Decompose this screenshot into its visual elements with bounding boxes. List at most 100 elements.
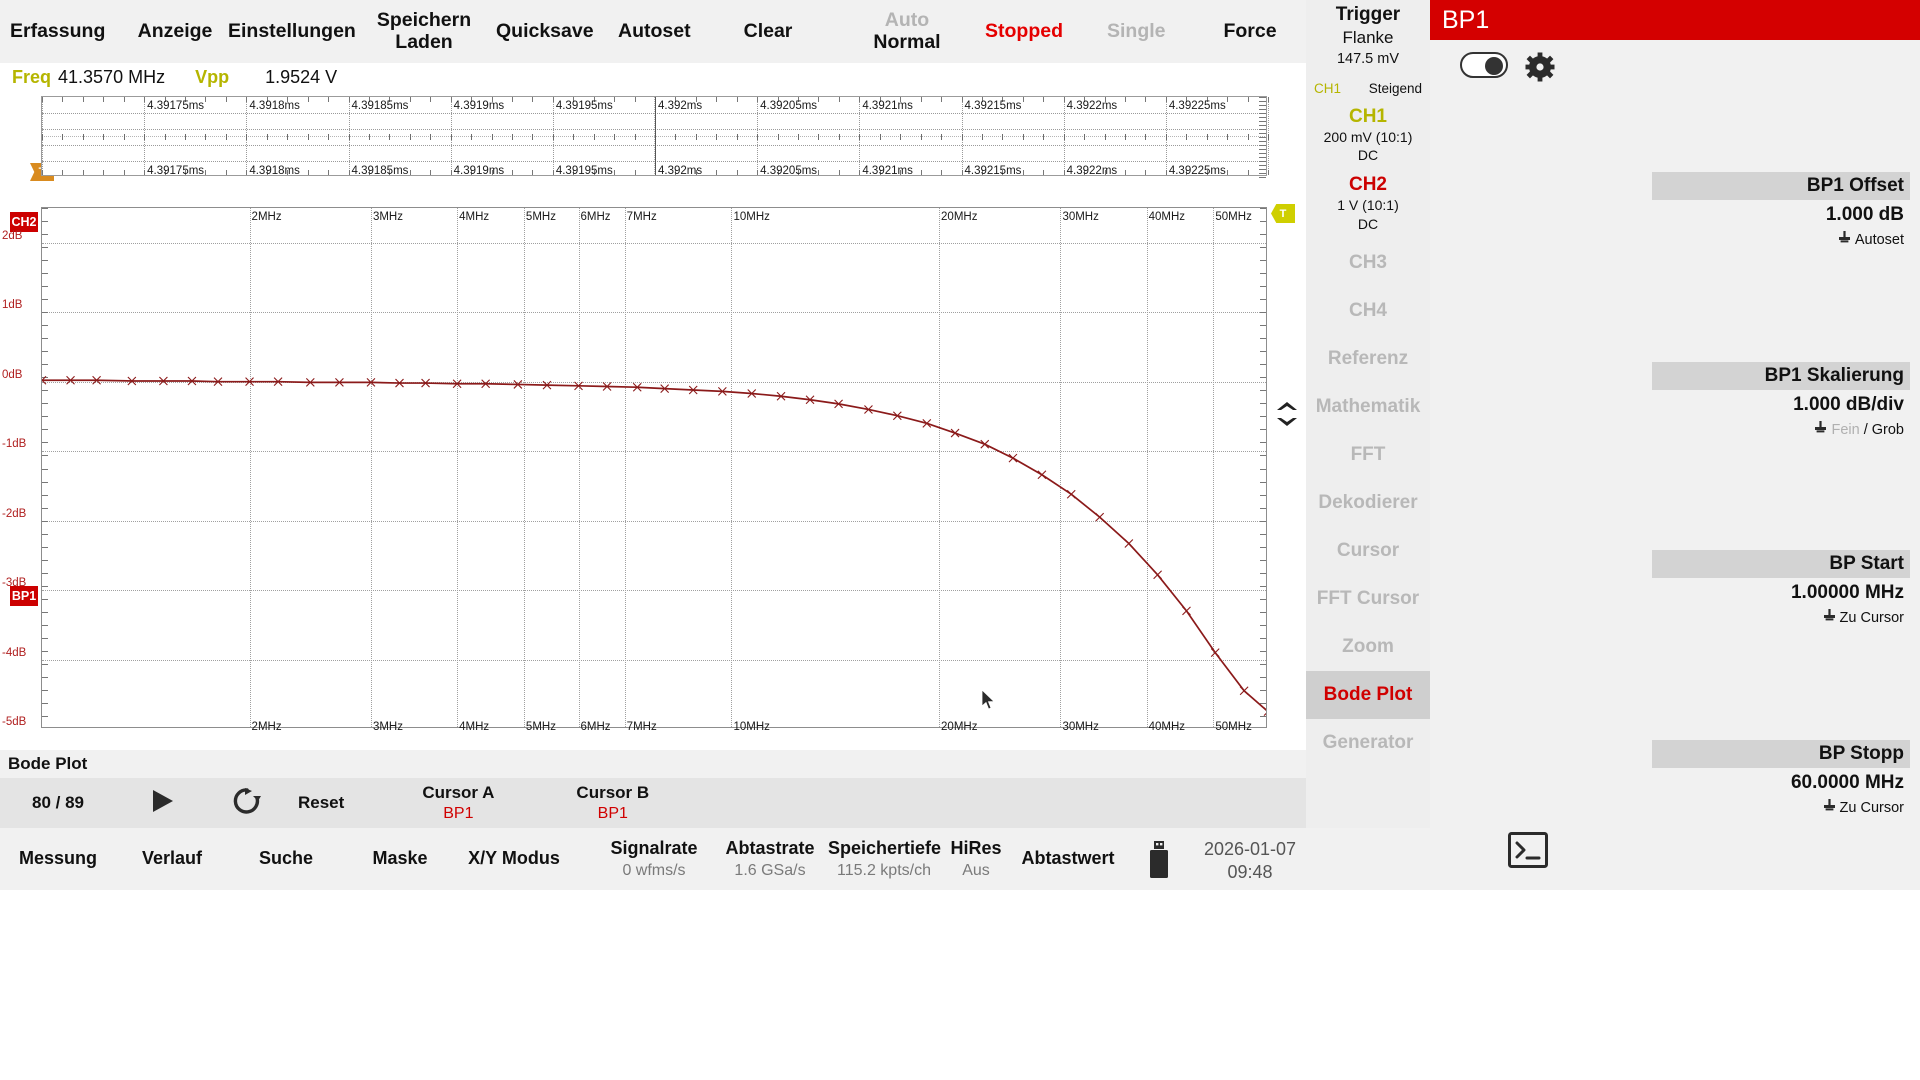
time-top-tick: [941, 97, 943, 102]
sidebar-item-fft-cursor[interactable]: FFT Cursor: [1316, 587, 1420, 609]
bp1-enable-toggle[interactable]: [1460, 52, 1508, 78]
bp-field-action[interactable]: Zu Cursor: [1652, 794, 1910, 816]
gear-icon[interactable]: [1525, 52, 1555, 87]
refresh-icon[interactable]: [232, 786, 262, 821]
bode-grid-line-v: [1060, 208, 1062, 727]
status-verlauf[interactable]: Verlauf: [136, 848, 208, 870]
sidebar-item-referenz[interactable]: Referenz: [1327, 347, 1409, 369]
bp-field-action-label[interactable]: / Grob: [1863, 421, 1904, 438]
bp-field-action[interactable]: Zu Cursor: [1652, 604, 1910, 626]
bode-left-tick: [42, 260, 48, 262]
trigger-auto-label[interactable]: Auto: [884, 8, 930, 31]
status-abtastrate[interactable]: Abtastrate 1.6 GSa/s: [720, 838, 820, 881]
bode-plot-title: Bode Plot: [0, 750, 1306, 778]
menu-item-force[interactable]: Force: [1223, 19, 1277, 42]
trigger-level[interactable]: 147.5 mV: [1336, 51, 1400, 67]
time-top-tick: [471, 97, 473, 102]
sidebar-item-mathematik[interactable]: Mathematik: [1315, 395, 1421, 417]
menu-item-quicksave[interactable]: Quicksave: [496, 19, 594, 42]
bp-field-bp1-offset[interactable]: BP1 Offset 1.000 dB Autoset: [1652, 172, 1910, 248]
bp-field-value[interactable]: 1.000 dB: [1825, 204, 1904, 225]
menu-item-single[interactable]: Single: [1107, 19, 1166, 42]
sidebar-item-generator[interactable]: Generator: [1322, 731, 1414, 753]
trigger-normal-label[interactable]: Normal: [873, 30, 941, 53]
time-axis-label-bottom: 4.39205ms: [760, 165, 818, 177]
bode-left-tick: [42, 585, 48, 587]
trigger-mode[interactable]: Flanke: [1342, 28, 1394, 47]
bp-field-action-label[interactable]: Autoset: [1854, 231, 1904, 248]
trigger-source-row[interactable]: CH1 Steigend: [1306, 81, 1430, 96]
status-hires[interactable]: HiRes Aus: [950, 838, 1002, 881]
sidebar-item-ch3[interactable]: CH3: [1348, 251, 1387, 273]
bode-x-label-top: 4MHz: [459, 211, 490, 223]
bp-field-bp-stopp[interactable]: BP Stopp 60.0000 MHz Zu Cursor: [1652, 740, 1910, 816]
menu-item-erfassung[interactable]: Erfassung: [10, 19, 106, 42]
time-bottom-tick: [123, 170, 125, 175]
cursor-b-value: BP1: [597, 805, 628, 822]
menu-item-auto[interactable]: Auto Normal: [872, 8, 942, 54]
datetime: 2026-01-07 09:48: [1190, 838, 1310, 883]
channel-ch1[interactable]: CH1 200 mV (10:1) DC: [1306, 106, 1430, 164]
bp-field-bp-start[interactable]: BP Start 1.00000 MHz Zu Cursor: [1652, 550, 1910, 626]
status-abtastwert[interactable]: Abtastwert: [1018, 848, 1118, 870]
ch2-ground-marker[interactable]: CH2: [10, 212, 38, 232]
status-suche[interactable]: Suche: [252, 848, 320, 870]
bode-left-tick: [42, 234, 48, 236]
bp-field-action[interactable]: Autoset: [1652, 226, 1910, 248]
time-right-tick: [1259, 137, 1266, 138]
time-bottom-tick: [1124, 170, 1126, 175]
bp-field-action-label[interactable]: Zu Cursor: [1839, 609, 1904, 626]
trigger-level-marker[interactable]: T: [1271, 204, 1295, 223]
bp-field-title: BP Stopp: [1652, 740, 1910, 768]
terminal-icon[interactable]: [1508, 832, 1548, 868]
bode-plot-graph[interactable]: BP1 2MHz 2MHz 3MHz 3MHz 4MHz 4MHz 5MHz 5MHz 6MHz…: [0, 190, 1306, 750]
menu-item-stopped[interactable]: Stopped: [985, 19, 1063, 42]
bode-plot-grid[interactable]: [41, 207, 1267, 728]
menu-item-autoset[interactable]: Autoset: [618, 19, 691, 42]
bp-field-action-dim[interactable]: Fein: [1831, 421, 1860, 438]
menu-item-clear[interactable]: Clear: [743, 19, 793, 42]
cursor-a[interactable]: Cursor A BP1: [422, 783, 494, 823]
menu-item-speichern-laden[interactable]: Speichern Laden: [376, 8, 472, 53]
bp-field-value[interactable]: 1.00000 MHz: [1790, 582, 1904, 603]
time-bottom-tick: [471, 170, 473, 175]
sidebar-item-zoom[interactable]: Zoom: [1342, 635, 1394, 657]
bode-left-tick: [42, 416, 48, 418]
time-domain-graph[interactable]: T CH2 T 4.39175ms4.39175ms4.3918ms4.3918…: [0, 91, 1306, 232]
menu-item-einstellungen[interactable]: Einstellungen: [228, 19, 356, 42]
sweep-counter: 80 / 89: [32, 793, 84, 812]
time-graph-grid[interactable]: [41, 96, 1269, 178]
bode-right-tick: [1260, 429, 1266, 431]
status-signalrate[interactable]: Signalrate 0 wfms/s: [606, 838, 702, 881]
status-label: Verlauf: [141, 848, 203, 869]
bp-field-action[interactable]: Fein / Grob: [1652, 416, 1910, 438]
mouse-cursor: [981, 689, 996, 710]
knob-icon: [1823, 799, 1836, 816]
sidebar-item-fft[interactable]: FFT: [1350, 443, 1386, 465]
sidebar-item-ch4[interactable]: CH4: [1348, 299, 1387, 321]
menu-item-anzeige[interactable]: Anzeige: [137, 19, 213, 42]
sidebar-item-dekodierer[interactable]: Dekodierer: [1318, 491, 1418, 513]
play-icon[interactable]: [150, 787, 176, 820]
bp-field-bp1-skalierung[interactable]: BP1 Skalierung 1.000 dB/div Fein / Grob: [1652, 362, 1910, 438]
cursor-b[interactable]: Cursor B BP1: [576, 783, 649, 823]
status-messung[interactable]: Messung: [12, 848, 104, 870]
time-bottom-tick: [879, 170, 881, 175]
reset-button[interactable]: Reset: [298, 793, 345, 812]
channel-ch2[interactable]: CH2 1 V (10:1) DC: [1306, 174, 1430, 232]
bode-y-label: -4dB: [2, 646, 27, 659]
bp1-reference-marker[interactable]: BP1: [10, 586, 38, 606]
status-maske[interactable]: Maske: [366, 848, 434, 870]
sidebar-item-cursor[interactable]: Cursor: [1336, 539, 1400, 561]
bp-field-action-label[interactable]: Zu Cursor: [1839, 799, 1904, 816]
bp-field-value[interactable]: 60.0000 MHz: [1790, 772, 1904, 793]
bp-field-value[interactable]: 1.000 dB/div: [1793, 394, 1904, 415]
usb-icon[interactable]: [1146, 840, 1172, 880]
time-top-tick: [838, 97, 840, 102]
sidebar-item-bode-plot[interactable]: Bode Plot: [1306, 670, 1430, 719]
status-x-y-modus[interactable]: X/Y Modus: [462, 848, 566, 870]
expand-collapse-icon[interactable]: [1276, 400, 1298, 428]
bode-right-tick: [1260, 390, 1266, 392]
status-speichertiefe[interactable]: Speichertiefe 115.2 kpts/ch: [828, 838, 941, 881]
